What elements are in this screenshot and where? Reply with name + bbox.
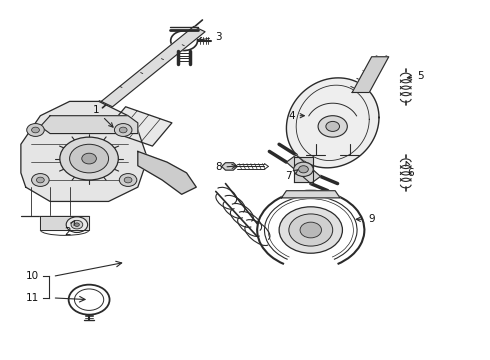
Circle shape bbox=[66, 217, 88, 233]
Text: 5: 5 bbox=[407, 71, 424, 81]
Polygon shape bbox=[40, 216, 89, 230]
Circle shape bbox=[289, 214, 333, 246]
Polygon shape bbox=[40, 116, 138, 134]
Circle shape bbox=[318, 116, 347, 137]
Polygon shape bbox=[294, 157, 313, 182]
Polygon shape bbox=[21, 102, 147, 202]
Text: 6: 6 bbox=[406, 162, 414, 178]
Polygon shape bbox=[106, 107, 172, 146]
Circle shape bbox=[115, 123, 132, 136]
Circle shape bbox=[27, 123, 44, 136]
Text: 9: 9 bbox=[356, 214, 375, 224]
Polygon shape bbox=[101, 26, 205, 107]
Circle shape bbox=[31, 127, 39, 133]
Circle shape bbox=[326, 121, 340, 131]
Polygon shape bbox=[221, 163, 237, 170]
Circle shape bbox=[279, 207, 343, 253]
Circle shape bbox=[298, 166, 308, 173]
Polygon shape bbox=[287, 155, 320, 184]
Text: 7: 7 bbox=[286, 170, 298, 181]
Text: 4: 4 bbox=[288, 111, 304, 121]
Circle shape bbox=[60, 137, 118, 180]
Text: 1: 1 bbox=[93, 105, 113, 127]
Circle shape bbox=[31, 174, 49, 186]
Circle shape bbox=[119, 174, 137, 186]
Polygon shape bbox=[287, 78, 379, 168]
Polygon shape bbox=[352, 57, 389, 93]
Circle shape bbox=[70, 144, 109, 173]
Circle shape bbox=[294, 162, 313, 176]
Circle shape bbox=[71, 220, 83, 229]
Text: 10: 10 bbox=[26, 271, 39, 282]
Text: 8: 8 bbox=[215, 162, 236, 172]
Text: 3: 3 bbox=[198, 32, 221, 42]
Polygon shape bbox=[138, 152, 196, 194]
Circle shape bbox=[300, 222, 321, 238]
Circle shape bbox=[36, 177, 44, 183]
Text: 11: 11 bbox=[25, 293, 39, 303]
Text: 2: 2 bbox=[64, 221, 74, 237]
Circle shape bbox=[74, 223, 79, 226]
Circle shape bbox=[124, 177, 132, 183]
Polygon shape bbox=[282, 191, 340, 198]
Circle shape bbox=[119, 127, 127, 133]
Circle shape bbox=[82, 153, 97, 164]
